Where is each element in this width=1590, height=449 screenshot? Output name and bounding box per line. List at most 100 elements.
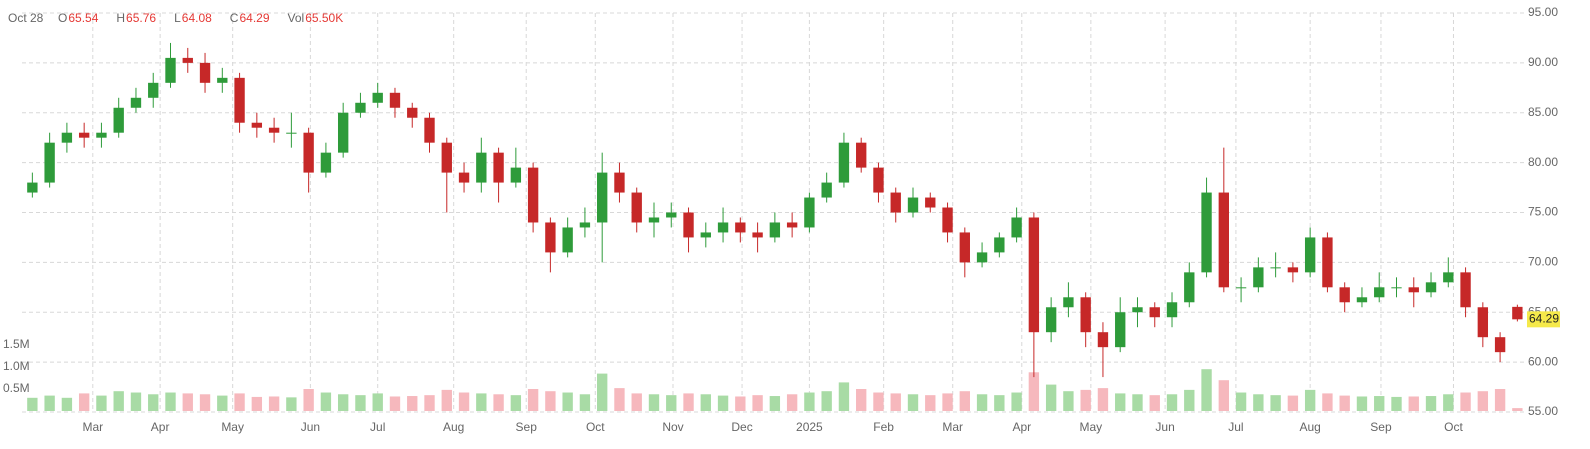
candle-body: [424, 117, 435, 143]
candle-body: [942, 207, 953, 233]
volume-bar: [994, 395, 1005, 411]
volume-bar: [372, 393, 383, 411]
header-label: L: [174, 11, 181, 25]
candle-body: [1304, 237, 1316, 273]
candle-body: [856, 142, 867, 168]
candle-body: [1115, 312, 1126, 348]
candle-body: [476, 152, 487, 183]
volume-bar: [407, 396, 418, 411]
candle-body: [458, 172, 470, 183]
candle-body: [217, 77, 228, 83]
volume-bar: [1494, 389, 1506, 411]
header-value: 65.54: [68, 11, 98, 25]
volume-bar: [925, 395, 936, 411]
candle-body: [1391, 287, 1402, 289]
volume-tick-label: 1.5M: [3, 337, 30, 351]
volume-bar: [614, 388, 625, 411]
candle-body: [907, 197, 919, 213]
x-tick-label: May: [1080, 420, 1103, 434]
volume-bar: [1218, 380, 1229, 411]
x-tick-label: Sep: [516, 420, 538, 434]
candle-body: [1080, 297, 1091, 333]
volume-bar: [1063, 391, 1074, 411]
x-tick-label: Aug: [1299, 420, 1320, 434]
candle-body: [113, 107, 124, 133]
volume-bar: [286, 397, 297, 411]
header-label: C: [230, 11, 239, 25]
volume-bar: [856, 389, 867, 411]
candle-body: [303, 132, 314, 173]
volume-bar: [1201, 369, 1212, 411]
candle-body: [441, 142, 452, 173]
volume-bar: [217, 395, 228, 411]
candle-body: [61, 132, 73, 143]
header-value: 65.50K: [305, 11, 343, 25]
x-tick-label: Mar: [82, 420, 103, 434]
volume-bar: [61, 397, 73, 411]
candle-body: [199, 62, 211, 83]
volume-bar: [821, 391, 832, 411]
volume-bar: [838, 382, 850, 411]
candle-body: [545, 222, 556, 253]
volume-bar: [873, 392, 884, 411]
header-value: 64.29: [239, 11, 269, 25]
volume-bar: [579, 394, 591, 411]
y-tick-label: 85.00: [1528, 105, 1558, 119]
candle-body: [666, 212, 677, 218]
volume-bar: [1408, 396, 1419, 411]
x-tick-label: Jun: [1155, 420, 1174, 434]
volume-bar: [458, 392, 470, 411]
volume-bar: [165, 392, 176, 411]
candle-body: [234, 77, 245, 123]
candle-body: [1512, 306, 1523, 320]
volume-bar: [441, 389, 452, 411]
x-tick-label: Feb: [873, 420, 894, 434]
candle-body: [1287, 267, 1299, 273]
volume-bar: [303, 389, 314, 411]
candle-body: [1201, 192, 1212, 273]
candle-body: [27, 182, 38, 193]
volume-bar: [1166, 394, 1178, 411]
volume-bar: [683, 393, 694, 411]
candle-body: [1425, 282, 1437, 293]
x-tick-label: Dec: [731, 420, 752, 434]
volume-bar: [1322, 393, 1333, 411]
candle-body: [683, 212, 694, 238]
x-tick-label: Jun: [301, 420, 320, 434]
candle-body: [1011, 217, 1022, 238]
candle-body: [389, 92, 401, 108]
candle-body: [407, 107, 418, 118]
volume-bar: [1391, 396, 1402, 411]
volume-bar: [597, 373, 608, 411]
volume-bar: [199, 394, 211, 411]
volume-bar: [1115, 393, 1126, 411]
x-tick-label: Apr: [1012, 420, 1031, 434]
candle-body: [286, 132, 297, 134]
candle-body: [579, 222, 591, 228]
candle-body: [838, 142, 850, 183]
volume-bar: [976, 394, 988, 411]
candle-body: [976, 252, 988, 263]
candle-body: [268, 127, 280, 133]
volume-bar: [130, 392, 142, 411]
volume-bar: [666, 395, 677, 411]
volume-bar: [337, 394, 349, 411]
y-tick-label: 95.00: [1528, 5, 1558, 19]
candle-body: [804, 197, 815, 228]
volume-bar: [1149, 395, 1160, 411]
candle-body: [700, 232, 711, 238]
volume-bar: [1287, 395, 1299, 411]
candle-body: [44, 142, 55, 183]
volume-bar: [1080, 389, 1091, 411]
candle-body: [1063, 297, 1074, 308]
candle-body: [1443, 272, 1454, 283]
header-label: H: [116, 11, 125, 25]
volume-bar: [182, 393, 193, 411]
y-tick-label: 75.00: [1528, 205, 1558, 219]
candle-body: [735, 222, 746, 233]
candle-body: [717, 222, 729, 233]
candle-body: [648, 217, 660, 223]
header-value: 64.08: [182, 11, 212, 25]
volume-bar: [1028, 372, 1040, 411]
